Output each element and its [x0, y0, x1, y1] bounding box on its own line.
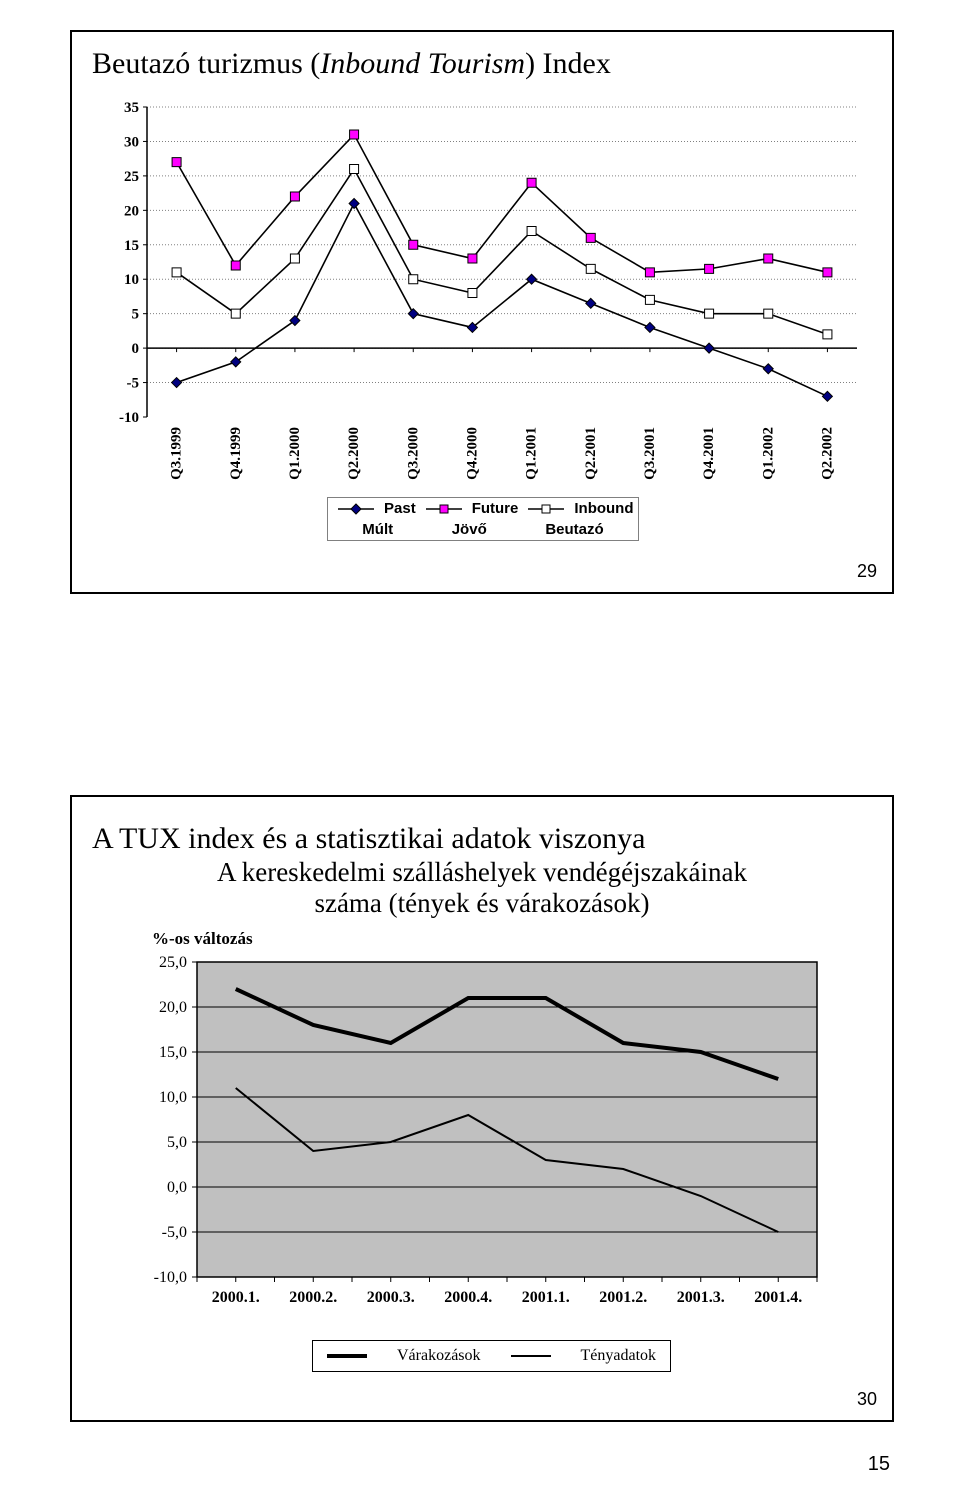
legend-label-beutazo: Beutazó	[545, 521, 603, 538]
chart2-svg: -10,0 -5,0 0,0 5,0 10,0 15,0 20,0 25,0 2000.1. 20…	[132, 952, 832, 1322]
legend-swatch-inbound	[528, 502, 564, 516]
svg-text:Q2.2001: Q2.2001	[583, 427, 599, 480]
chart1-container: Beutazó turizmus (Inbound Tourism) Index…	[70, 30, 894, 594]
svg-text:2000.2.: 2000.2.	[289, 1289, 337, 1306]
svg-text:15: 15	[124, 238, 139, 254]
chart1-title-main: Beutazó turizmus (	[92, 47, 320, 80]
legend-label-mult: Múlt	[362, 521, 393, 538]
chart1-legend-row-en: Past Future Inbound	[328, 498, 638, 519]
chart1-legend-row-hu: Múlt Jövő Beutazó	[328, 519, 638, 540]
chart1-title-end: ) Index	[525, 47, 611, 80]
legend-label-tenyadatok: Tényadatok	[581, 1347, 657, 1365]
legend-swatch-past	[338, 502, 374, 516]
svg-text:2000.3.: 2000.3.	[367, 1289, 415, 1306]
svg-text:Q1.2001: Q1.2001	[524, 427, 540, 480]
legend-swatch-future	[426, 502, 462, 516]
svg-text:-10,0: -10,0	[154, 1269, 187, 1286]
legend-label-varakozasok: Várakozások	[397, 1347, 481, 1365]
chart1-page-label: 29	[857, 561, 877, 582]
svg-text:-5: -5	[127, 376, 140, 392]
svg-text:2000.1.: 2000.1.	[212, 1289, 260, 1306]
svg-text:2001.3.: 2001.3.	[677, 1289, 725, 1306]
svg-text:2000.4.: 2000.4.	[444, 1289, 492, 1306]
legend-label-inbound: Inbound	[574, 500, 633, 517]
chart2-subtitle-line2: száma (tények és várakozások)	[314, 888, 649, 918]
svg-text:5: 5	[132, 307, 140, 323]
legend-label-future: Future	[472, 500, 519, 517]
svg-text:-5,0: -5,0	[162, 1224, 187, 1241]
legend-swatch-tenyadatok	[511, 1355, 551, 1357]
svg-text:Q4.2000: Q4.2000	[464, 427, 480, 480]
svg-text:5,0: 5,0	[167, 1134, 187, 1151]
svg-text:20,0: 20,0	[159, 999, 187, 1016]
svg-text:Q2.2002: Q2.2002	[819, 427, 835, 480]
svg-text:10,0: 10,0	[159, 1089, 187, 1106]
svg-text:0,0: 0,0	[167, 1179, 187, 1196]
legend-swatch-varakozasok	[327, 1354, 367, 1358]
svg-text:2001.4.: 2001.4.	[754, 1289, 802, 1306]
svg-text:Q4.1999: Q4.1999	[228, 427, 244, 480]
svg-text:15,0: 15,0	[159, 1044, 187, 1061]
svg-text:-10: -10	[119, 410, 139, 426]
legend-label-past: Past	[384, 500, 416, 517]
chart2-legend: Várakozások Tényadatok	[312, 1340, 671, 1372]
svg-text:Q1.2002: Q1.2002	[760, 427, 776, 480]
chart1-title-italic: Inbound Tourism	[320, 47, 525, 80]
svg-text:Q3.2000: Q3.2000	[405, 427, 421, 480]
chart1-legend: Past Future Inbound Múlt Jövő Beutazó	[327, 497, 639, 541]
chart2-y-caption: %-os változás	[152, 929, 253, 949]
chart1-svg: -10 -5 0 5 10 15 20 25 30 35 Q3.1999 Q4.1999 Q1.2000…	[92, 97, 872, 487]
chart2-container: A TUX index és a statisztikai adatok vis…	[70, 795, 894, 1422]
svg-text:Q3.1999: Q3.1999	[169, 427, 185, 480]
chart2-page-label: 30	[857, 1389, 877, 1410]
svg-text:30: 30	[124, 134, 139, 150]
chart2-plot: -10,0 -5,0 0,0 5,0 10,0 15,0 20,0 25,0 2000.1. 20…	[132, 952, 832, 1322]
svg-text:25: 25	[124, 169, 139, 185]
svg-text:0: 0	[132, 341, 140, 357]
svg-text:35: 35	[124, 100, 139, 116]
svg-text:2001.1.: 2001.1.	[522, 1289, 570, 1306]
svg-text:Q2.2000: Q2.2000	[346, 427, 362, 480]
svg-text:Q3.2001: Q3.2001	[642, 427, 658, 480]
chart2-subtitle: A kereskedelmi szálláshelyek vendégéjsza…	[72, 857, 892, 919]
svg-text:10: 10	[124, 272, 139, 288]
svg-text:20: 20	[124, 203, 139, 219]
chart1-title: Beutazó turizmus (Inbound Tourism) Index	[92, 47, 611, 81]
svg-text:2001.2.: 2001.2.	[599, 1289, 647, 1306]
legend-label-jovo: Jövő	[452, 521, 487, 538]
svg-text:Q1.2000: Q1.2000	[287, 427, 303, 480]
page-number: 15	[868, 1453, 890, 1476]
chart1-plot: -10 -5 0 5 10 15 20 25 30 35 Q3.1999 Q4.1999 Q1.2000…	[92, 97, 872, 487]
svg-text:25,0: 25,0	[159, 954, 187, 971]
chart2-subtitle-line1: A kereskedelmi szálláshelyek vendégéjsza…	[217, 857, 747, 887]
chart2-title: A TUX index és a statisztikai adatok vis…	[92, 822, 646, 856]
svg-text:Q4.2001: Q4.2001	[701, 427, 717, 480]
